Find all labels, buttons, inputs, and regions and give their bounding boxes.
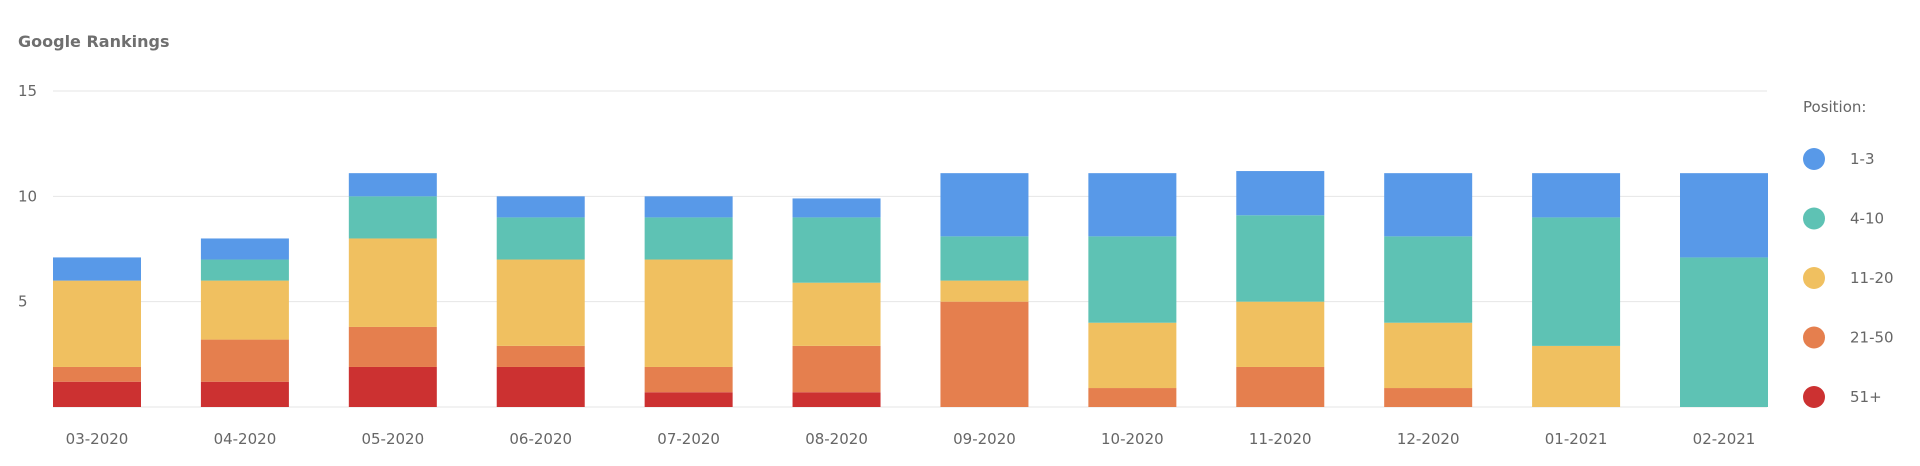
bar-segment-1-3-05-2020[interactable] xyxy=(348,173,437,197)
x-tick-label: 01-2021 xyxy=(1545,430,1608,448)
bar-segment-4-10-10-2020[interactable] xyxy=(1088,236,1177,323)
bar-segment-21-50-09-2020[interactable] xyxy=(940,301,1029,407)
legend-label-11-20[interactable]: 11-20 xyxy=(1850,269,1894,287)
bar-segment-21-50-04-2020[interactable] xyxy=(200,339,289,382)
legend-label-4-10[interactable]: 4-10 xyxy=(1850,210,1884,228)
x-tick-label: 07-2020 xyxy=(657,430,720,448)
x-tick-label: 09-2020 xyxy=(953,430,1016,448)
bar-segment-11-20-08-2020[interactable] xyxy=(792,282,881,346)
x-tick-label: 05-2020 xyxy=(361,430,424,448)
legend-marker-4-10[interactable] xyxy=(1803,207,1825,230)
x-tick-label: 06-2020 xyxy=(509,430,572,448)
bar-segment-11-20-03-2020[interactable] xyxy=(53,280,141,367)
bar-segment-1-3-04-2020[interactable] xyxy=(200,238,289,260)
bar-segment-11-20-04-2020[interactable] xyxy=(200,280,289,340)
bar-segment-11-20-10-2020[interactable] xyxy=(1088,322,1177,389)
bar-segment-4-10-07-2020[interactable] xyxy=(644,217,733,260)
x-tick-label: 08-2020 xyxy=(805,430,868,448)
bar-segment-1-3-06-2020[interactable] xyxy=(496,196,585,218)
bar-segment-4-10-05-2020[interactable] xyxy=(348,196,437,239)
bar-segment-4-10-01-2021[interactable] xyxy=(1532,217,1621,346)
y-tick-label: 10 xyxy=(18,187,37,205)
x-tick-label: 12-2020 xyxy=(1397,430,1460,448)
bar-segment-4-10-06-2020[interactable] xyxy=(496,217,585,260)
legend-label-51+[interactable]: 51+ xyxy=(1850,388,1882,406)
bar-segment-4-10-02-2021[interactable] xyxy=(1680,257,1768,407)
bar-segment-11-20-06-2020[interactable] xyxy=(496,259,585,346)
bar-segment-4-10-04-2020[interactable] xyxy=(200,259,289,281)
bar-segment-1-3-11-2020[interactable] xyxy=(1236,171,1325,216)
x-tick-label: 02-2021 xyxy=(1693,430,1756,448)
bar-segment-11-20-09-2020[interactable] xyxy=(940,280,1029,302)
x-tick-label: 10-2020 xyxy=(1101,430,1164,448)
bar-segment-11-20-11-2020[interactable] xyxy=(1236,301,1325,367)
bar-segment-51+-04-2020[interactable] xyxy=(200,381,289,407)
x-tick-label: 11-2020 xyxy=(1249,430,1312,448)
bar-segment-1-3-12-2020[interactable] xyxy=(1384,173,1473,237)
legend-label-1-3[interactable]: 1-3 xyxy=(1850,150,1875,168)
bar-segment-1-3-02-2021[interactable] xyxy=(1680,173,1768,258)
bar-segment-51+-03-2020[interactable] xyxy=(53,381,141,407)
legend-label-21-50[interactable]: 21-50 xyxy=(1850,329,1894,347)
bar-segment-21-50-08-2020[interactable] xyxy=(792,345,881,393)
bar-segment-21-50-03-2020[interactable] xyxy=(53,366,141,382)
legend-marker-11-20[interactable] xyxy=(1803,267,1825,289)
bar-segment-11-20-12-2020[interactable] xyxy=(1384,322,1473,389)
y-tick-label: 15 xyxy=(18,82,37,100)
bar-segment-11-20-01-2021[interactable] xyxy=(1532,345,1621,407)
bar-segment-1-3-01-2021[interactable] xyxy=(1532,173,1621,218)
bar-segment-4-10-11-2020[interactable] xyxy=(1236,215,1325,302)
bar-segment-51+-05-2020[interactable] xyxy=(348,366,437,407)
bar-segment-21-50-11-2020[interactable] xyxy=(1236,366,1325,407)
x-tick-label: 03-2020 xyxy=(66,430,129,448)
chart-title: Google Rankings xyxy=(18,32,170,51)
legend-marker-1-3[interactable] xyxy=(1803,148,1825,170)
legend-marker-51+[interactable] xyxy=(1803,386,1825,408)
bar-segment-4-10-12-2020[interactable] xyxy=(1384,236,1473,323)
bar-segment-1-3-07-2020[interactable] xyxy=(644,196,733,218)
bar-segment-21-50-12-2020[interactable] xyxy=(1384,388,1473,407)
legend-marker-21-50[interactable] xyxy=(1803,326,1825,349)
bar-segment-51+-06-2020[interactable] xyxy=(496,366,585,407)
bar-segment-11-20-05-2020[interactable] xyxy=(348,238,437,327)
bar-segment-1-3-03-2020[interactable] xyxy=(53,257,141,281)
bar-segment-1-3-08-2020[interactable] xyxy=(792,198,881,218)
bar-segment-21-50-10-2020[interactable] xyxy=(1088,388,1177,407)
bar-segment-21-50-07-2020[interactable] xyxy=(644,366,733,393)
x-tick-label: 04-2020 xyxy=(214,430,277,448)
bar-segment-21-50-06-2020[interactable] xyxy=(496,345,585,367)
bar-segment-4-10-08-2020[interactable] xyxy=(792,217,881,283)
bar-segment-1-3-09-2020[interactable] xyxy=(940,173,1029,237)
legend-title: Position: xyxy=(1803,98,1866,116)
bar-segment-51+-07-2020[interactable] xyxy=(644,392,733,407)
bar-segment-1-3-10-2020[interactable] xyxy=(1088,173,1177,237)
bar-segment-11-20-07-2020[interactable] xyxy=(644,259,733,367)
y-tick-label: 5 xyxy=(18,293,28,311)
bar-segment-21-50-05-2020[interactable] xyxy=(348,326,437,367)
bar-segment-51+-08-2020[interactable] xyxy=(792,392,881,407)
bar-segment-4-10-09-2020[interactable] xyxy=(940,236,1029,281)
